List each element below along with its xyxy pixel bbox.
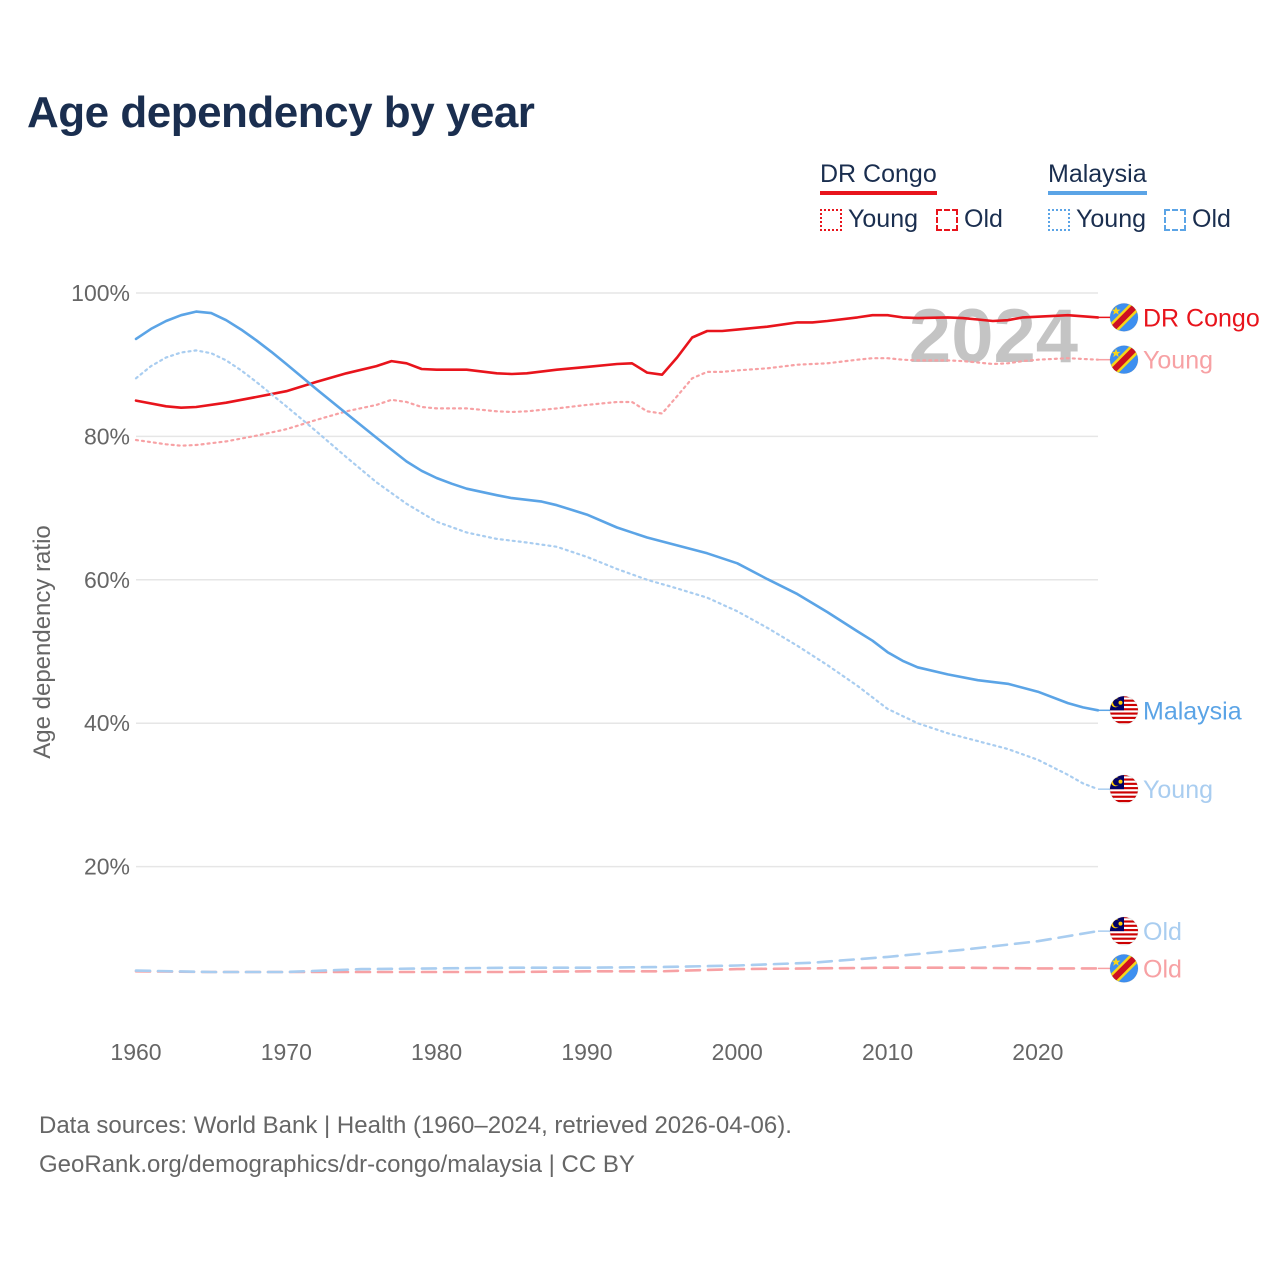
x-tick-label: 2020 bbox=[1012, 1039, 1063, 1065]
end-label-congo-young: Young bbox=[1143, 347, 1213, 375]
legend-congo-old-label: Old bbox=[964, 205, 1003, 233]
legend-congo[interactable]: DR Congo Young Old bbox=[820, 160, 1021, 234]
year-watermark: 2024 bbox=[909, 294, 1078, 379]
source-line-2[interactable]: GeoRank.org/demographics/dr-congo/malays… bbox=[39, 1151, 635, 1178]
legend-malaysia-young[interactable]: Young bbox=[1048, 205, 1146, 234]
end-label-malaysia-old: Old bbox=[1143, 918, 1182, 946]
dr-congo-flag-icon bbox=[1109, 345, 1139, 375]
x-tick-label: 1970 bbox=[261, 1039, 312, 1065]
legend-malaysia-young-label: Young bbox=[1076, 205, 1146, 233]
x-tick-label: 1960 bbox=[110, 1039, 161, 1065]
x-tick-label: 2000 bbox=[712, 1039, 763, 1065]
x-tick-label: 1980 bbox=[411, 1039, 462, 1065]
legend-congo-young[interactable]: Young bbox=[820, 205, 918, 234]
dotted-line-icon bbox=[1048, 208, 1070, 231]
dashed-line-icon bbox=[1164, 208, 1186, 231]
legend-congo-name[interactable]: DR Congo bbox=[820, 160, 937, 195]
malaysia-flag-icon bbox=[1109, 695, 1139, 725]
source-note: Data sources: World Bank | Health (1960–… bbox=[39, 1106, 792, 1184]
end-label-malaysia-young: Young bbox=[1143, 776, 1213, 804]
dashed-line-icon bbox=[936, 208, 958, 231]
legend-malaysia[interactable]: Malaysia Young Old bbox=[1048, 160, 1249, 234]
legend-congo-young-label: Young bbox=[848, 205, 918, 233]
series-line-malaysia-old[interactable] bbox=[134, 929, 1100, 974]
x-tick-label: 1990 bbox=[561, 1039, 612, 1065]
y-tick-label: 60% bbox=[84, 567, 130, 593]
source-line-1: Data sources: World Bank | Health (1960–… bbox=[39, 1112, 792, 1139]
malaysia-flag-icon bbox=[1109, 774, 1139, 804]
series-line-malaysia-young[interactable] bbox=[134, 349, 1100, 791]
x-tick-label: 2010 bbox=[862, 1039, 913, 1065]
dr-congo-flag-icon bbox=[1109, 953, 1139, 983]
legend-congo-old[interactable]: Old bbox=[936, 205, 1003, 234]
y-tick-label: 20% bbox=[84, 854, 130, 880]
y-axis-label: Age dependency ratio bbox=[29, 525, 56, 759]
legend-malaysia-old-label: Old bbox=[1192, 205, 1231, 233]
dotted-line-icon bbox=[820, 208, 842, 231]
chart-title: Age dependency by year bbox=[27, 88, 535, 137]
malaysia-flag-icon bbox=[1109, 916, 1139, 946]
dr-congo-flag-icon bbox=[1109, 302, 1139, 332]
legend-malaysia-name[interactable]: Malaysia bbox=[1048, 160, 1147, 195]
y-tick-label: 100% bbox=[71, 280, 130, 306]
y-tick-label: 80% bbox=[84, 423, 130, 449]
end-label-malaysia-total: Malaysia bbox=[1143, 697, 1242, 725]
end-label-congo-total: DR Congo bbox=[1143, 304, 1260, 332]
legend-malaysia-old[interactable]: Old bbox=[1164, 205, 1231, 234]
series-line-congo-young[interactable] bbox=[134, 357, 1100, 447]
end-label-congo-old: Old bbox=[1143, 955, 1182, 983]
series-line-congo-total[interactable] bbox=[134, 313, 1100, 409]
series-line-malaysia-total[interactable] bbox=[134, 310, 1100, 712]
y-tick-label: 40% bbox=[84, 710, 130, 736]
